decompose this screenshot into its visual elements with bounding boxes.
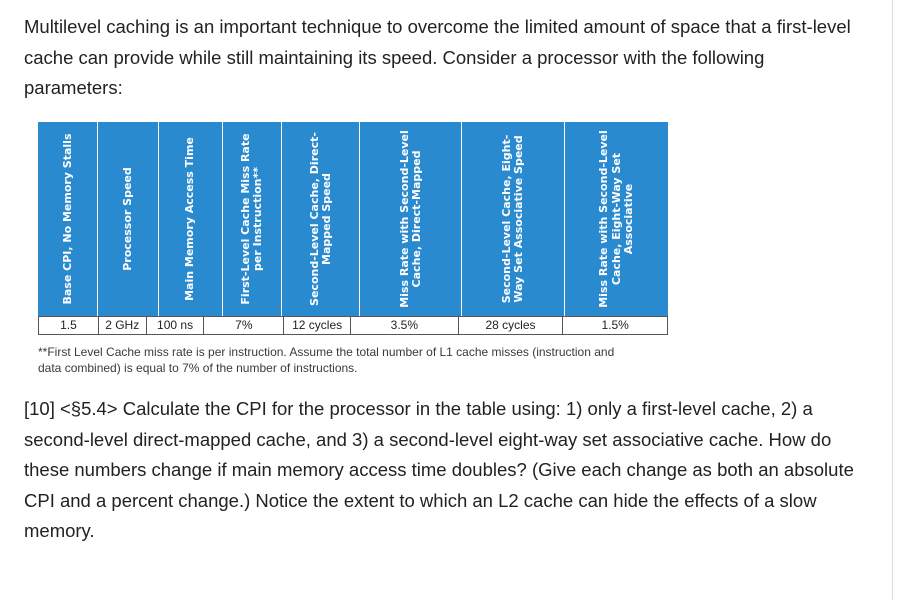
header-l2-direct-speed: Second-Level Cache, Direct-Mapped Speed [282,122,361,316]
header-label: Processor Speed [120,167,134,271]
value-l2-direct-speed: 12 cycles [284,317,351,334]
table-value-row: 1.5 2 GHz 100 ns 7% 12 cycles 3.5% 28 cy… [38,316,668,335]
header-memory-access-time: Main Memory Access Time [158,122,223,316]
header-l2-direct-miss-rate: Miss Rate with Second-Level Cache, Direc… [360,122,463,316]
header-label: Base CPI, No Memory Stalls [60,133,74,305]
value-processor-speed: 2 GHz [99,317,147,334]
question-paragraph: [10] <§5.4> Calculate the CPI for the pr… [24,398,854,542]
intro-paragraph: Multilevel caching is an important techn… [24,16,851,99]
header-processor-speed: Processor Speed [98,122,159,316]
header-label: Miss Rate with Second-Level Cache, Eight… [596,130,635,308]
header-label: Main Memory Access Time [183,137,197,301]
parameters-table: Base CPI, No Memory Stalls Processor Spe… [38,122,668,335]
table-footnote: **First Level Cache miss rate is per ins… [38,345,615,375]
header-l2-8way-speed: Second-Level Cache, Eight-Way Set Associ… [462,122,566,316]
value-l2-8way-speed: 28 cycles [459,317,564,334]
value-l2-direct-miss-rate: 3.5% [351,317,459,334]
page-border [892,0,893,600]
header-label: Miss Rate with Second-Level Cache, Direc… [397,130,423,308]
value-l2-8way-miss-rate: 1.5% [601,318,629,332]
header-label: Second-Level Cache, Direct-Mapped Speed [307,132,333,306]
value-memory-access-time: 100 ns [147,317,205,334]
header-label: First-Level Cache Miss Rate per Instruct… [238,133,265,305]
header-l2-8way-miss-rate: Miss Rate with Second-Level Cache, Eight… [565,122,668,316]
table-header-row: Base CPI, No Memory Stalls Processor Spe… [38,122,668,316]
value-l1-miss-rate: 7% [204,317,285,334]
header-label: Second-Level Cache, Eight-Way Set Associ… [499,134,526,304]
header-l1-miss-rate: First-Level Cache Miss Rate per Instruct… [222,122,283,316]
value-base-cpi: 1.5 [39,317,99,334]
header-base-cpi: Base CPI, No Memory Stalls [38,122,99,316]
